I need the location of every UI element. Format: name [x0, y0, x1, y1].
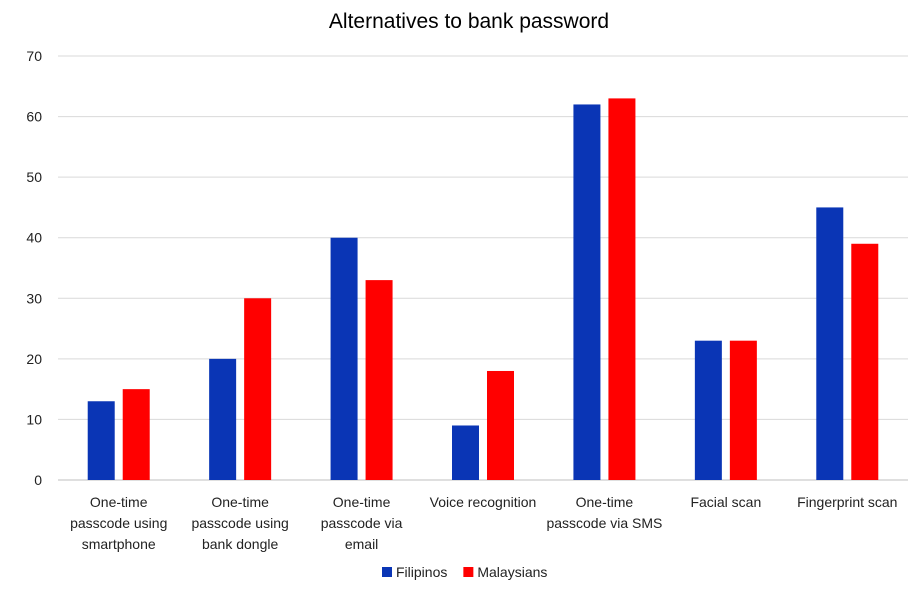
chart-title: Alternatives to bank password	[329, 10, 609, 33]
x-category-label-line: email	[345, 536, 378, 552]
y-tick-label: 20	[26, 351, 42, 367]
x-category-label-line: One-time	[576, 494, 634, 510]
bar-malaysians-3	[487, 370, 514, 480]
x-category-label-line: One-time	[211, 494, 269, 510]
bar-filipinos-2	[330, 237, 358, 480]
bar-malaysians-4	[608, 98, 636, 481]
y-tick-label: 0	[34, 472, 42, 488]
bar-malaysians-6	[851, 243, 879, 480]
x-category-label: Facial scan	[690, 494, 761, 510]
bar-malaysians-0	[122, 389, 150, 480]
bar-filipinos-3	[452, 425, 479, 480]
x-category-label-line: passcode via	[321, 515, 403, 531]
y-tick-label: 10	[26, 411, 42, 427]
x-category-label: One-time passcode via email	[321, 494, 403, 552]
bar-malaysians-2	[365, 280, 393, 480]
x-category-label-line: Voice recognition	[430, 494, 537, 510]
legend: Filipinos Malaysians	[382, 564, 547, 580]
bar-filipinos-0	[87, 401, 115, 480]
x-category-label: Voice recognition	[430, 494, 537, 510]
x-category-label-line: passcode via SMS	[546, 515, 662, 531]
x-category-label-line: Fingerprint scan	[797, 494, 897, 510]
x-category-label: One-time passcode using bank dongle	[191, 494, 288, 552]
y-tick-label: 40	[26, 230, 42, 246]
bar-filipinos-5	[694, 340, 722, 480]
x-axis-categories: One-time passcode using smartphoneOne-time…	[70, 494, 897, 552]
x-category-label: One-time passcode using smartphone	[70, 494, 167, 552]
y-axis-ticks: 0 10 20 30 40 50 60 70	[26, 48, 42, 488]
x-category-label-line: passcode using	[191, 515, 288, 531]
y-tick-label: 60	[26, 109, 42, 125]
legend-label-filipinos: Filipinos	[396, 564, 447, 580]
x-category-label-line: bank dongle	[202, 536, 279, 552]
x-category-label: Fingerprint scan	[797, 494, 897, 510]
legend-swatch-malaysians	[463, 567, 474, 577]
x-category-label-line: One-time	[90, 494, 148, 510]
y-tick-label: 50	[26, 169, 42, 185]
x-category-label: One-time passcode via SMS	[546, 494, 662, 531]
y-tick-label: 30	[26, 290, 42, 306]
bar-filipinos-1	[209, 358, 237, 480]
x-category-label-line: passcode using	[70, 515, 167, 531]
bar-malaysians-5	[729, 340, 757, 480]
bar-filipinos-6	[816, 207, 844, 480]
bar-malaysians-1	[244, 298, 272, 480]
bars	[87, 98, 879, 481]
x-category-label-line: Facial scan	[690, 494, 761, 510]
legend-swatch-filipinos	[382, 567, 392, 577]
x-category-label-line: One-time	[333, 494, 391, 510]
x-category-label-line: smartphone	[82, 536, 156, 552]
legend-label-malaysians: Malaysians	[477, 564, 547, 580]
gridlines	[58, 55, 908, 481]
y-tick-label: 70	[26, 48, 42, 64]
bar-filipinos-4	[573, 104, 601, 480]
